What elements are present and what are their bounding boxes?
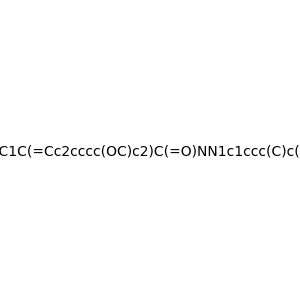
Text: O=C1C(=Cc2cccc(OC)c2)C(=O)NN1c1ccc(C)c(C)c1: O=C1C(=Cc2cccc(OC)c2)C(=O)NN1c1ccc(C)c(C…	[0, 145, 300, 158]
